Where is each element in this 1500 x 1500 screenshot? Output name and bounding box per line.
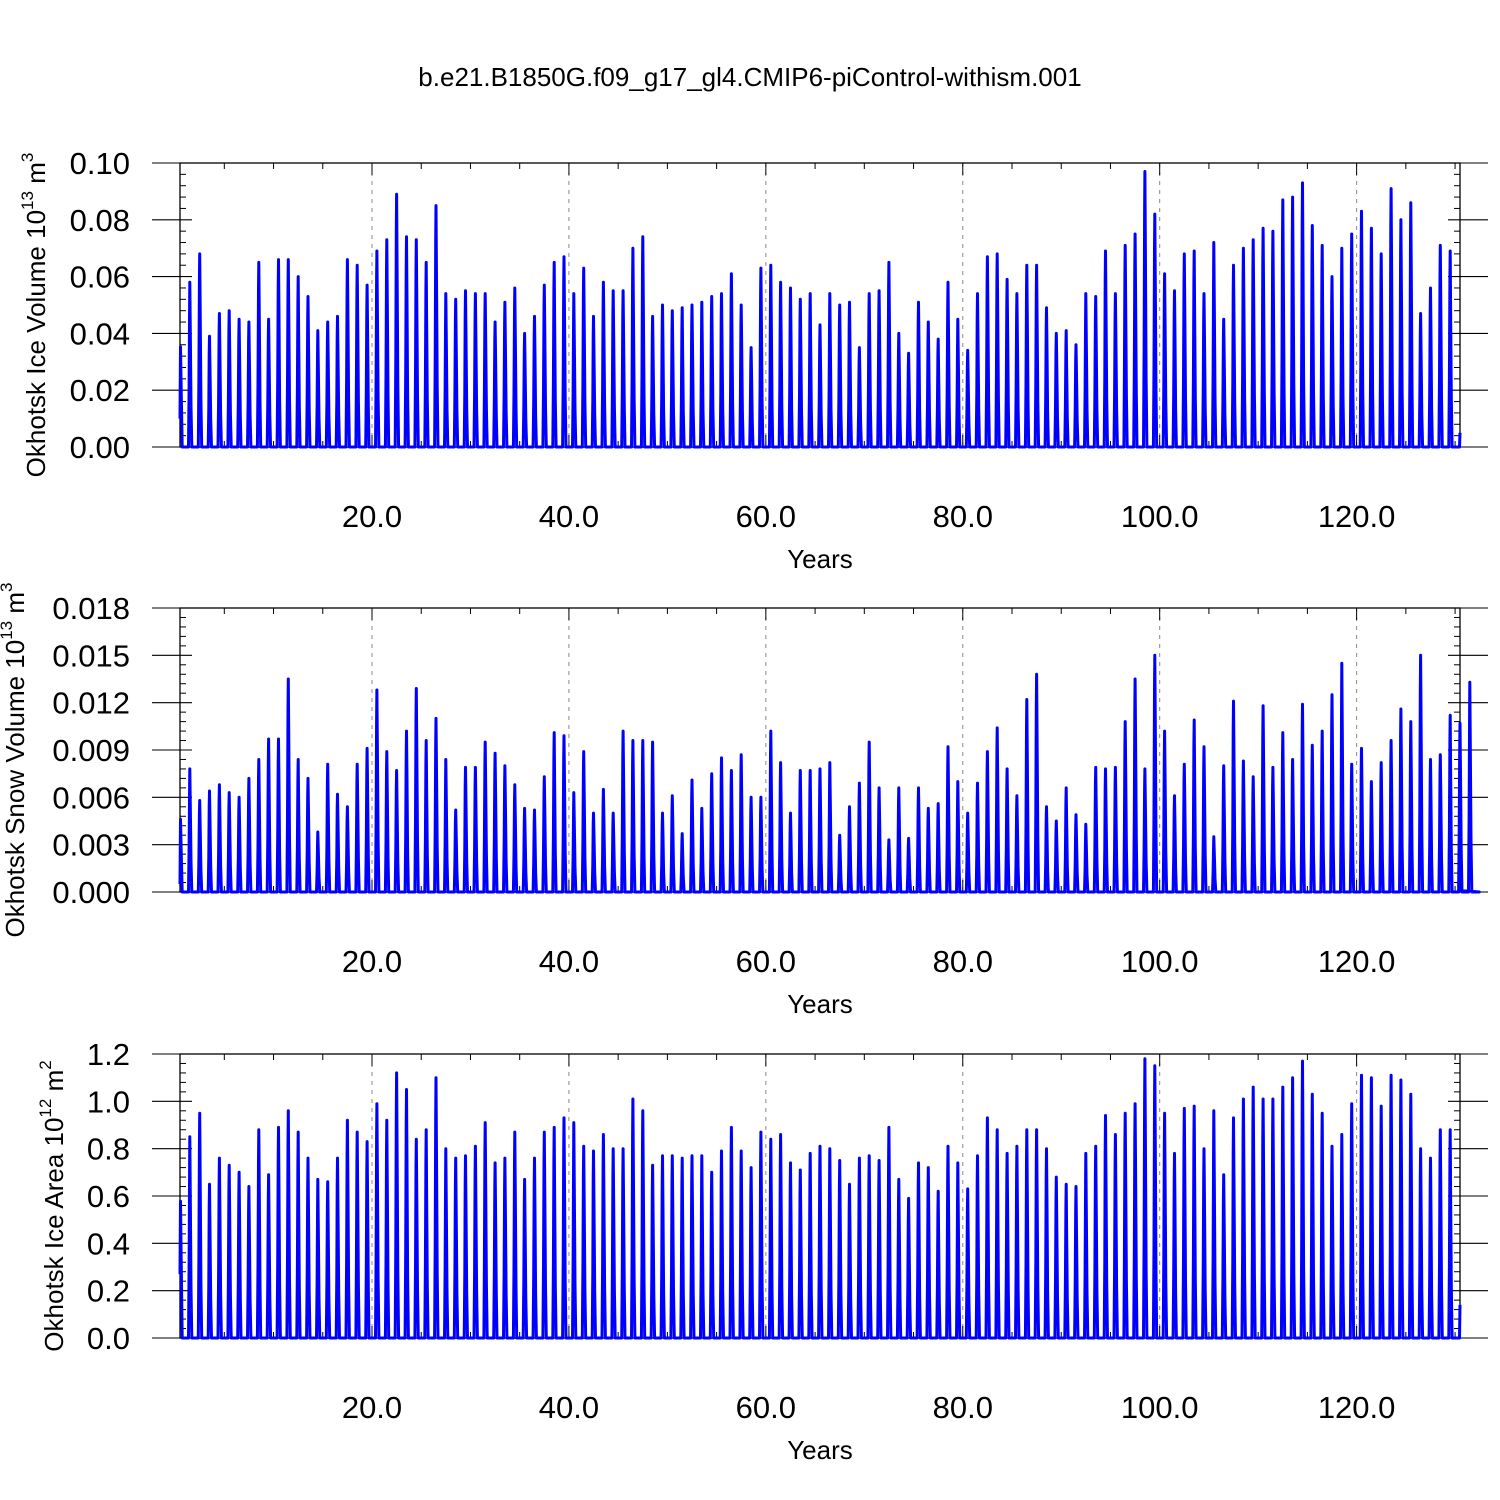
y-tick-label: 0.006 — [52, 780, 130, 815]
x-tick-label: 40.0 — [539, 499, 599, 534]
y-tick-label: 0.009 — [52, 733, 130, 768]
y-tick-label: 0.06 — [70, 260, 130, 295]
x-tick-label: 40.0 — [539, 1390, 599, 1425]
y-tick-label: 0.6 — [87, 1179, 130, 1214]
y-tick-label: 0.012 — [52, 686, 130, 721]
y-tick-label: 1.2 — [87, 1037, 130, 1072]
y-axis-label-main: Okhotsk Snow Volume 10 — [0, 640, 30, 938]
y-tick-label: 0.4 — [87, 1226, 130, 1261]
y-tick-label: 0.00 — [70, 430, 130, 465]
y-axis-label-unit: m — [21, 162, 51, 191]
y-tick-label: 0.015 — [52, 638, 130, 673]
panel-ice-volume: 0.00 0.02 0.04 0.06 0.08 0.10 20.0 40.0 60.0 80.0… — [18, 146, 1488, 574]
x-tick-label: 20.0 — [342, 1390, 402, 1425]
y-tick-label: 0.0 — [87, 1321, 130, 1356]
figure-title: b.e21.B1850G.f09_g17_gl4.CMIP6-piControl… — [418, 62, 1081, 92]
y-tick-label: 0.000 — [52, 875, 130, 910]
y-axis-label-exponent: 12 — [36, 1099, 55, 1118]
x-tick-label: 20.0 — [342, 499, 402, 534]
x-tick-label: 80.0 — [933, 499, 993, 534]
series-line — [178, 170, 1462, 449]
x-tick-label: 100.0 — [1121, 944, 1199, 979]
y-tick-label: 0.04 — [70, 316, 130, 351]
y-tick-label: 0.02 — [70, 373, 130, 408]
panel-ice-area: 0.0 0.2 0.4 0.6 0.8 1.0 1.2 20.0 40.0 60.0 80.0 100… — [36, 1037, 1488, 1465]
y-axis-label: Okhotsk Ice Volume 1013 m3 — [18, 153, 51, 478]
y-axis-label: Okhotsk Snow Volume 1013 m3 — [0, 583, 30, 938]
x-axis-label: Years — [787, 989, 853, 1019]
series-line — [178, 1057, 1462, 1340]
x-tick-label: 100.0 — [1121, 1390, 1199, 1425]
x-tick-label: 60.0 — [736, 1390, 796, 1425]
x-axis-label: Years — [787, 1435, 853, 1465]
y-tick-label: 0.003 — [52, 828, 130, 863]
x-tick-label: 60.0 — [736, 944, 796, 979]
y-tick-label: 0.018 — [52, 591, 130, 626]
x-tick-label: 120.0 — [1318, 1390, 1396, 1425]
y-axis-label-main: Okhotsk Ice Volume 10 — [21, 210, 51, 477]
y-axis-label-main: Okhotsk Ice Area 10 — [39, 1118, 69, 1352]
y-tick-label: 0.2 — [87, 1274, 130, 1309]
y-axis-label-exponent: 13 — [0, 621, 16, 640]
y-axis-label-unit-exponent: 3 — [0, 583, 16, 592]
series-line — [178, 653, 1481, 894]
x-tick-label: 120.0 — [1318, 944, 1396, 979]
x-tick-label: 60.0 — [736, 499, 796, 534]
x-tick-label: 80.0 — [933, 1390, 993, 1425]
y-tick-label: 0.8 — [87, 1132, 130, 1167]
panel-snow-volume: 0.000 0.003 0.006 0.009 0.012 0.015 0.018 20.0 4… — [0, 583, 1488, 1019]
y-axis-label: Okhotsk Ice Area 1012 m2 — [36, 1060, 69, 1351]
x-tick-label: 120.0 — [1318, 499, 1396, 534]
y-axis-label-unit: m — [39, 1070, 69, 1099]
y-axis-label-unit-exponent: 2 — [36, 1060, 55, 1069]
x-tick-label: 100.0 — [1121, 499, 1199, 534]
y-axis-label-exponent: 13 — [18, 191, 37, 210]
y-tick-label: 0.10 — [70, 146, 130, 181]
y-axis-label-unit: m — [0, 592, 30, 621]
x-tick-label: 80.0 — [933, 944, 993, 979]
y-axis-label-unit-exponent: 3 — [18, 153, 37, 162]
y-tick-label: 1.0 — [87, 1084, 130, 1119]
x-axis-label: Years — [787, 544, 853, 574]
x-tick-label: 40.0 — [539, 944, 599, 979]
x-tick-label: 20.0 — [342, 944, 402, 979]
y-tick-label: 0.08 — [70, 203, 130, 238]
